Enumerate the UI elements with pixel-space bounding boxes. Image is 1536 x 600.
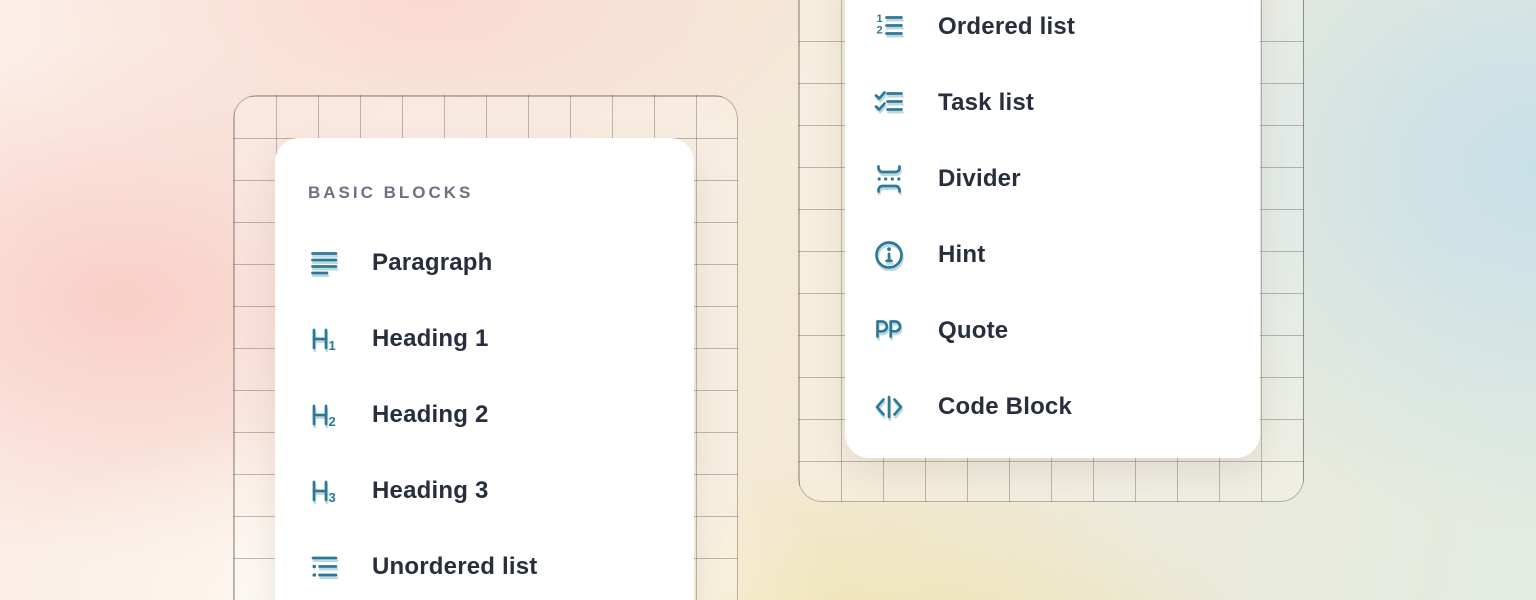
menu-item-unordered-list[interactable]: Unordered list <box>275 529 694 600</box>
menu-item-task-list[interactable]: Task list <box>845 65 1260 141</box>
unordered-list-icon <box>308 551 340 583</box>
menu-item-hint[interactable]: Hint <box>845 217 1260 293</box>
menu-item-label: Heading 2 <box>372 401 489 428</box>
menu-item-label: Quote <box>938 317 1009 344</box>
menu-item-label: Paragraph <box>372 249 493 276</box>
section-label-basic-blocks: BASIC BLOCKS <box>308 183 474 202</box>
menu-item-label: Heading 1 <box>372 325 489 352</box>
code-block-icon <box>873 391 905 423</box>
menu-item-label: Hint <box>938 241 986 268</box>
paragraph-icon <box>308 247 340 279</box>
heading-2-icon: 2 <box>308 399 340 431</box>
svg-text:1: 1 <box>329 338 336 353</box>
svg-text:2: 2 <box>877 25 883 37</box>
menu-item-heading-3[interactable]: 3 Heading 3 <box>275 453 694 529</box>
menu-item-code-block[interactable]: Code Block <box>845 369 1260 445</box>
menu-item-label: Heading 3 <box>372 477 489 504</box>
menu-item-heading-1[interactable]: 1 Heading 1 <box>275 301 694 377</box>
svg-text:3: 3 <box>329 490 336 505</box>
menu-item-label: Task list <box>938 89 1035 116</box>
menu-item-label: Ordered list <box>938 13 1076 40</box>
heading-3-icon: 3 <box>308 475 340 507</box>
basic-blocks-menu: BASIC BLOCKS Paragraph 1 Heading 1 2 Hea… <box>275 138 694 600</box>
menu-item-heading-2[interactable]: 2 Heading 2 <box>275 377 694 453</box>
heading-1-icon: 1 <box>308 323 340 355</box>
basic-blocks-item-list: Paragraph 1 Heading 1 2 Heading 2 3 Head… <box>275 225 694 600</box>
menu-item-label: Divider <box>938 165 1021 192</box>
quote-icon <box>873 315 905 347</box>
menu-item-divider[interactable]: Divider <box>845 141 1260 217</box>
menu-item-quote[interactable]: Quote <box>845 293 1260 369</box>
svg-text:1: 1 <box>877 13 883 25</box>
menu-item-label: Unordered list <box>372 553 538 580</box>
task-list-icon <box>873 87 905 119</box>
menu-item-paragraph[interactable]: Paragraph <box>275 225 694 301</box>
hint-icon <box>873 239 905 271</box>
divider-icon <box>873 163 905 195</box>
svg-text:2: 2 <box>329 414 336 429</box>
menu-item-label: Code Block <box>938 393 1073 420</box>
